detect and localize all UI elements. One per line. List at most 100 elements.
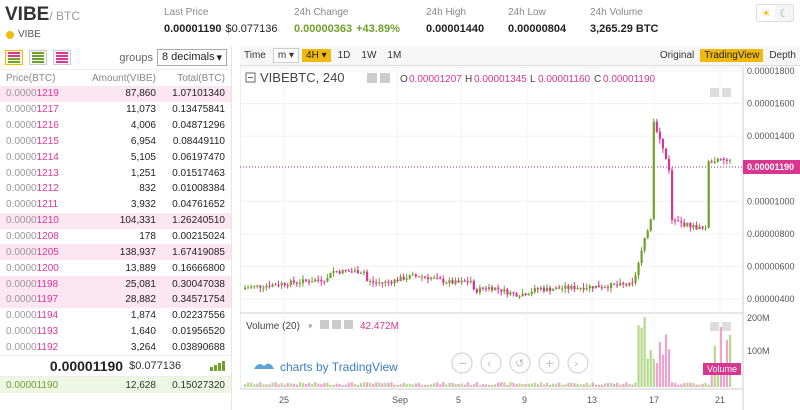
ask-amount: 832 <box>139 183 156 195</box>
ask-row[interactable]: 0.00001193 1,640 0.01956520 <box>0 324 231 340</box>
ask-row[interactable]: 0.00001216 4,006 0.04871296 <box>0 118 231 134</box>
candle-body <box>454 280 457 284</box>
ask-row[interactable]: 0.00001197 28,882 0.34571754 <box>0 291 231 308</box>
volume-bar <box>347 382 350 387</box>
ask-row[interactable]: 0.00001205 138,937 1.67419085 <box>0 244 231 261</box>
pane-up-icon[interactable] <box>710 322 719 331</box>
reset-icon[interactable] <box>509 352 531 374</box>
ask-row[interactable]: 0.00001215 6,954 0.08449110 <box>0 134 231 150</box>
volume-bar <box>637 325 640 387</box>
interval-1m[interactable]: 1M <box>387 50 402 61</box>
time-tick: 25 <box>279 395 289 405</box>
candle-body <box>381 282 384 284</box>
ask-row[interactable]: 0.00001213 1,251 0.01517463 <box>0 165 231 181</box>
eye-icon[interactable] <box>332 320 341 329</box>
volume-bar <box>634 382 637 387</box>
plus-glyph: + <box>545 357 554 370</box>
volume-bar <box>542 384 546 387</box>
ask-row[interactable]: 0.00001200 13,889 0.16666800 <box>0 260 231 276</box>
bid-row[interactable]: 0.00001190 12,628 0.15027320 <box>0 377 231 394</box>
stat-sub: +43.89% <box>356 23 400 35</box>
eye-icon[interactable] <box>380 73 390 83</box>
candle-body <box>253 285 256 287</box>
chart-canvas[interactable]: 0.00001800 0.00001600 0.00001400 0.00001000… <box>240 67 800 410</box>
candle-body <box>484 288 488 290</box>
volume-legend-value: 42.472M <box>360 321 399 332</box>
volume-tick-200m: 200M <box>747 313 770 323</box>
scroll-right-icon[interactable] <box>567 352 589 374</box>
interval-1d[interactable]: 1D <box>337 50 351 61</box>
close-icon[interactable] <box>344 320 353 329</box>
candle-body <box>445 282 448 284</box>
candle-body <box>466 281 469 283</box>
candle-body <box>506 289 509 295</box>
candle-body <box>664 148 668 160</box>
ask-row[interactable]: 0.00001192 3,264 0.03890688 <box>0 340 231 356</box>
ask-price-prefix: 0.0000 <box>6 341 37 353</box>
ask-row[interactable]: 0.00001208 178 0.00215024 <box>0 229 231 245</box>
reset-glyph: ↺ <box>515 357 524 370</box>
settings-icon[interactable] <box>320 320 329 329</box>
ask-row[interactable]: 0.00001214 5,105 0.06197470 <box>0 149 231 165</box>
ask-row[interactable]: 0.00001212 832 0.01008384 <box>0 181 231 197</box>
volume-bar <box>350 382 353 387</box>
collapse-icon[interactable] <box>245 72 256 83</box>
decimals-select[interactable]: 8 decimals ▾ <box>157 49 227 66</box>
candle-body <box>564 285 567 289</box>
pane-maximize-icon[interactable] <box>722 88 731 97</box>
candle-body <box>289 280 292 286</box>
depth-tab[interactable]: Depth <box>769 50 796 61</box>
volume-bar <box>402 382 405 387</box>
scroll-left-icon[interactable] <box>480 352 502 374</box>
candle-body <box>503 289 506 292</box>
volume-bar <box>625 382 628 387</box>
zoom-in-icon[interactable] <box>538 352 560 374</box>
interval-4h[interactable]: 4H ▾ <box>302 49 331 62</box>
ask-price-digits: 1198 <box>36 278 59 290</box>
ask-price: 0.00001192 <box>6 342 75 353</box>
ask-row[interactable]: 0.00001210 104,331 1.26240510 <box>0 212 231 229</box>
ask-total: 0.01008384 <box>172 183 225 195</box>
price-tick: 0.00001600 <box>747 99 795 109</box>
zoom-out-icon[interactable] <box>451 352 473 374</box>
ask-row[interactable]: 0.00001219 87,860 1.07101340 <box>0 86 231 102</box>
tradingview-tab[interactable]: TradingView <box>700 49 764 62</box>
ask-row[interactable]: 0.00001198 25,081 0.30047038 <box>0 276 231 292</box>
last-price: 0.00001190 <box>49 358 124 375</box>
tradingview-watermark[interactable]: charts by TradingView <box>254 360 398 374</box>
ask-price: 0.00001193 <box>6 326 75 337</box>
volume-bar <box>643 317 646 387</box>
interval-1w[interactable]: 1W <box>361 50 377 61</box>
candle-body <box>353 270 356 272</box>
minute-select[interactable]: m ▾ <box>272 48 300 63</box>
ask-row[interactable]: 0.00001211 3,932 0.04761652 <box>0 197 231 213</box>
view-asks-icon[interactable] <box>53 50 71 65</box>
original-tab[interactable]: Original <box>659 50 695 61</box>
volume-legend-label: Volume (20) <box>246 321 300 332</box>
legend-low: 0.00001160 <box>538 74 591 85</box>
volume-bar <box>628 384 631 387</box>
candle-body <box>323 281 326 283</box>
ask-amount: 3,932 <box>130 199 156 211</box>
pane-maximize-icon[interactable] <box>722 322 731 331</box>
moon-icon[interactable]: ☾ <box>775 5 793 21</box>
minus-glyph: − <box>458 357 467 370</box>
coin-name: VIBE <box>6 29 41 40</box>
settings-icon[interactable] <box>367 73 377 83</box>
view-both-icon[interactable] <box>5 50 23 65</box>
sun-icon[interactable]: ☀ <box>757 5 775 21</box>
candle-body <box>387 281 390 283</box>
ask-row[interactable]: 0.00001217 11,073 0.13475841 <box>0 102 231 118</box>
ask-price: 0.00001215 <box>6 136 75 147</box>
pane-up-icon[interactable] <box>710 88 719 97</box>
volume-bar <box>454 383 457 387</box>
volume-bar <box>655 363 658 387</box>
ask-row[interactable]: 0.00001194 1,874 0.02237556 <box>0 308 231 324</box>
volume-bar <box>524 384 527 387</box>
theme-toggle[interactable]: ☀ ☾ <box>756 4 794 22</box>
view-bids-icon[interactable] <box>29 50 47 65</box>
ask-amount: 1,640 <box>130 326 156 338</box>
candle-body <box>265 285 268 288</box>
chevron-down-icon[interactable]: ▾ <box>308 321 313 331</box>
candle-body <box>326 278 329 282</box>
